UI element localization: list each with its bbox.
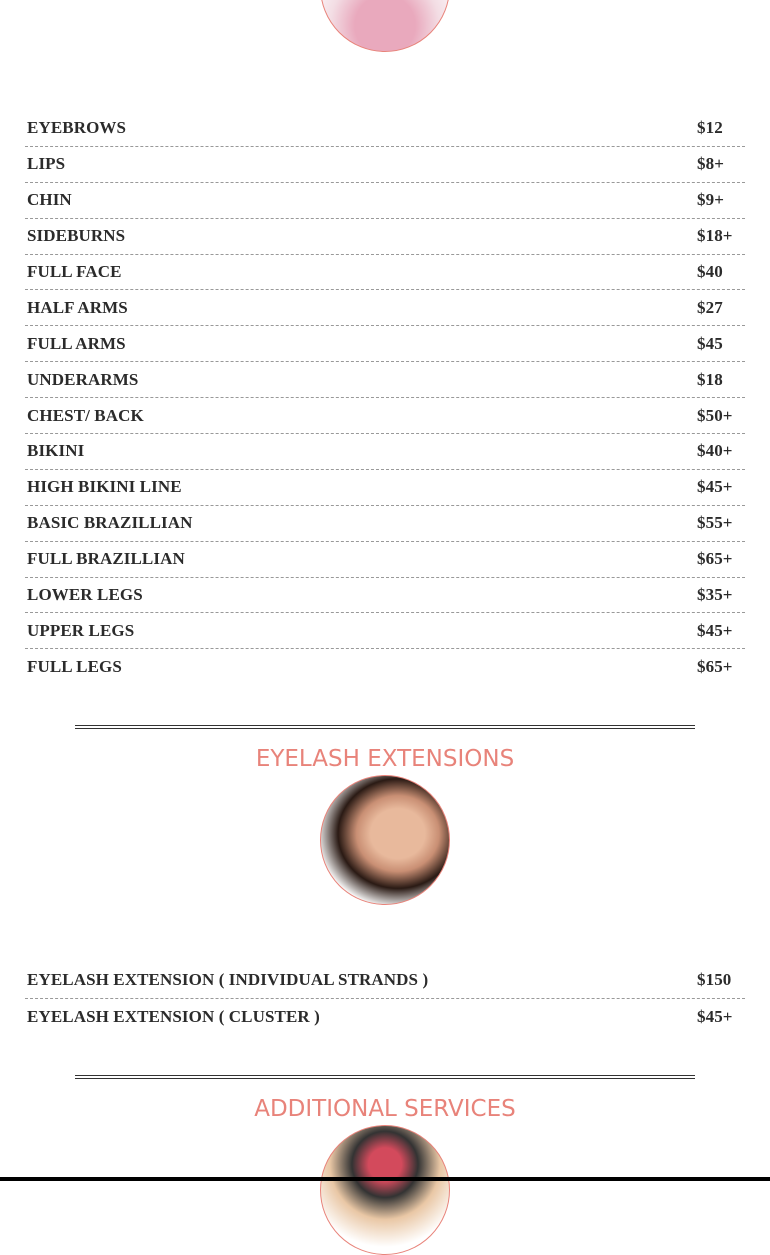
eyelash-section-image [320, 775, 450, 905]
price-row: FULL LEGS $65+ [25, 649, 745, 685]
service-price: $65+ [697, 549, 733, 569]
waxing-price-list: EYEBROWS $12 LIPS $8+ CHIN $9+ SIDEBURNS $18+ FU… [25, 111, 745, 685]
price-row: BIKINI $40+ [25, 434, 745, 470]
price-row: CHEST/ BACK $50+ [25, 398, 745, 435]
price-row: FULL ARMS $45 [25, 326, 745, 363]
section-divider [75, 725, 695, 729]
eyelash-price-list: EYELASH EXTENSION ( INDIVIDUAL STRANDS )… [25, 963, 745, 1035]
bottom-bar [0, 1177, 770, 1181]
service-name: FULL LEGS [27, 657, 122, 677]
service-name: EYELASH EXTENSION ( CLUSTER ) [27, 1006, 320, 1026]
price-row: UNDERARMS $18 [25, 362, 745, 399]
price-row: FULL BRAZILLIAN $65+ [25, 542, 745, 578]
price-row: EYEBROWS $12 [25, 111, 745, 147]
service-price: $27 [697, 297, 723, 317]
service-name: BASIC BRAZILLIAN [27, 513, 193, 533]
service-price: $55+ [697, 513, 733, 533]
price-row: BASIC BRAZILLIAN $55+ [25, 506, 745, 542]
service-price: $45 [697, 333, 723, 353]
service-name: FULL ARMS [27, 333, 126, 353]
section-divider [75, 1075, 695, 1079]
price-row: EYELASH EXTENSION ( INDIVIDUAL STRANDS )… [25, 963, 745, 999]
service-price: $45+ [697, 1006, 733, 1026]
service-price: $9+ [697, 190, 724, 210]
service-price: $40+ [697, 441, 733, 461]
service-name: HIGH BIKINI LINE [27, 477, 182, 497]
service-name: LIPS [27, 154, 66, 174]
service-name: EYELASH EXTENSION ( INDIVIDUAL STRANDS ) [27, 970, 429, 990]
service-price: $45+ [697, 477, 733, 497]
service-price: $8+ [697, 154, 724, 174]
waxing-section-image [320, 0, 450, 52]
service-price: $35+ [697, 585, 733, 605]
additional-section-image [320, 1125, 450, 1255]
price-row: HIGH BIKINI LINE $45+ [25, 470, 745, 506]
service-name: FULL BRAZILLIAN [27, 549, 185, 569]
service-price: $50+ [697, 405, 733, 425]
additional-section-title: ADDITIONAL SERVICES [254, 1096, 516, 1122]
service-price: $65+ [697, 657, 733, 677]
service-name: EYEBROWS [27, 118, 127, 138]
service-name: CHIN [27, 190, 72, 210]
price-row: HALF ARMS $27 [25, 290, 745, 327]
price-row: LIPS $8+ [25, 147, 745, 183]
service-name: HALF ARMS [27, 297, 128, 317]
price-row: FULL FACE $40 [25, 255, 745, 291]
price-row: EYELASH EXTENSION ( CLUSTER ) $45+ [25, 999, 745, 1035]
service-price: $18+ [697, 226, 733, 246]
service-price: $40 [697, 262, 723, 281]
service-name: UNDERARMS [27, 369, 139, 389]
price-row: CHIN $9+ [25, 183, 745, 219]
service-name: LOWER LEGS [27, 585, 143, 605]
service-name: UPPER LEGS [27, 620, 135, 640]
service-price: $45+ [697, 620, 733, 640]
price-row: UPPER LEGS $45+ [25, 613, 745, 650]
service-name: BIKINI [27, 441, 85, 461]
service-name: SIDEBURNS [27, 226, 126, 246]
service-price: $12 [697, 118, 723, 138]
service-price: $18 [697, 369, 723, 389]
service-price: $150 [697, 970, 732, 990]
service-name: FULL FACE [27, 262, 122, 281]
eyelash-section-title: EYELASH EXTENSIONS [255, 746, 515, 772]
price-row: LOWER LEGS $35+ [25, 578, 745, 614]
service-name: CHEST/ BACK [27, 405, 144, 425]
price-row: SIDEBURNS $18+ [25, 219, 745, 255]
